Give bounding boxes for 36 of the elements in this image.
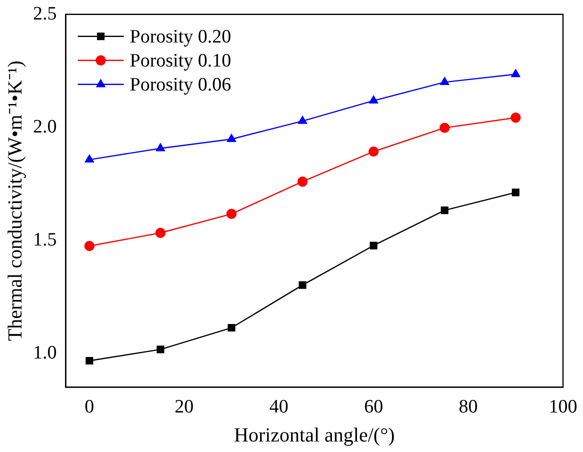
point <box>369 96 378 104</box>
x-tick-label: 60 <box>364 396 384 418</box>
point <box>440 77 450 86</box>
point <box>155 228 166 238</box>
point <box>156 346 164 354</box>
point <box>298 116 308 124</box>
y-tick-label: 1.5 <box>33 229 57 250</box>
x-axis-title: Horizontal angle/(°) <box>234 424 395 446</box>
point <box>227 134 236 142</box>
legend-label: Porosity 0.06 <box>130 74 232 96</box>
legend-label: Porosity 0.10 <box>130 50 232 72</box>
x-tick-label: 0 <box>84 396 94 418</box>
point <box>228 324 236 332</box>
legend-label: Porosity 0.20 <box>130 26 232 48</box>
point <box>84 240 95 252</box>
x-tick-label: 80 <box>458 396 478 418</box>
point <box>370 242 378 250</box>
point <box>84 154 94 163</box>
point <box>86 356 94 365</box>
point <box>440 122 450 133</box>
point <box>512 188 520 196</box>
y-axis-title: Thermal conductivity/(W•m⁻¹•K⁻¹) <box>4 60 26 342</box>
point <box>226 208 237 220</box>
y-tick-label: 2.5 <box>33 3 57 24</box>
y-tick-label: 1.0 <box>33 342 57 364</box>
y-tick-label: 2.0 <box>33 116 57 138</box>
x-tick-label: 40 <box>269 396 288 418</box>
point <box>368 146 379 157</box>
point <box>510 112 521 123</box>
x-tick-label: 100 <box>548 396 578 418</box>
point <box>156 143 165 152</box>
x-tick-label: 20 <box>174 396 194 418</box>
point <box>511 69 520 78</box>
point <box>440 206 448 214</box>
point <box>298 281 306 289</box>
point <box>297 176 308 187</box>
